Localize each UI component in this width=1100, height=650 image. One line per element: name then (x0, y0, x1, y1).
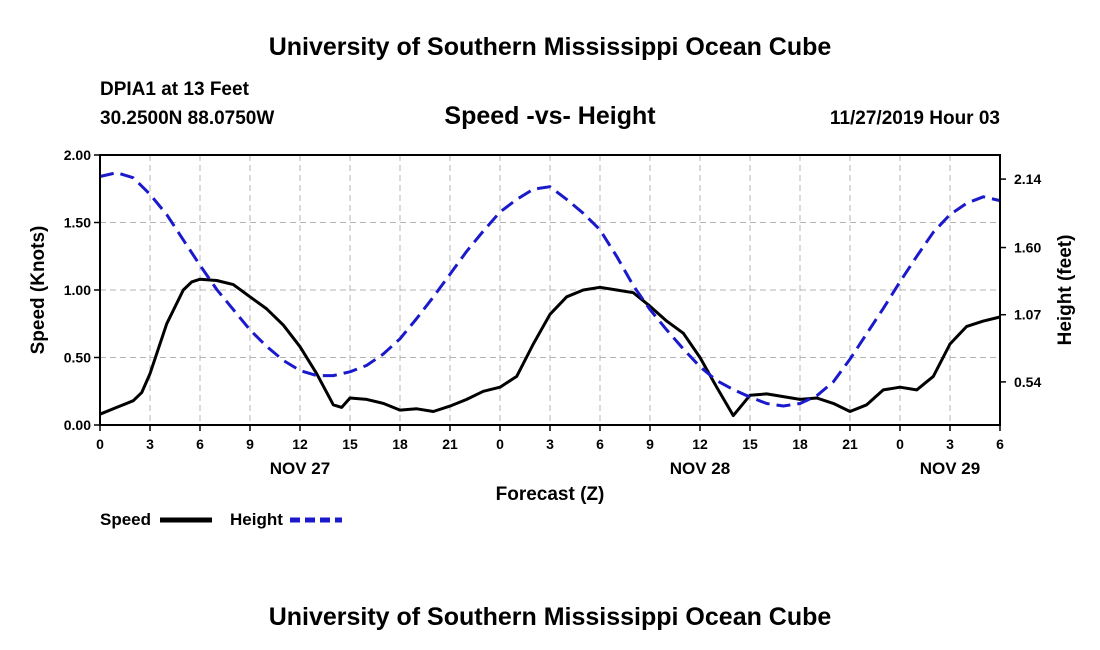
x-tick-label: 15 (742, 436, 758, 452)
series-line-height (99, 171, 1001, 408)
y-tick-label: 1.00 (64, 282, 91, 298)
x-tick-label: 18 (392, 436, 408, 452)
coordinates-label: 30.2500N 88.0750W (100, 108, 274, 129)
y-axis-label: Speed (Knots) (28, 226, 49, 355)
x-tick-label: 9 (646, 436, 654, 452)
x-tick-label: 3 (546, 436, 554, 452)
x-tick-label: 0 (496, 436, 504, 452)
plot-area: 0 3 6 9 12 15 18 21 0 3 6 9 12 15 18 21 0 3 6 0.00 0.50 1.00 1… (64, 147, 1042, 478)
legend: Speed Height (100, 510, 342, 529)
x-tick-label: 21 (442, 436, 458, 452)
x-tick-label: 3 (946, 436, 954, 452)
x-tick-label: 12 (292, 436, 308, 452)
x-tick-label: 21 (842, 436, 858, 452)
org-title: University of Southern Mississippi Ocean… (269, 33, 832, 61)
x-tick-label: 6 (996, 436, 1004, 452)
date-label: NOV 27 (270, 459, 330, 478)
x-tick-label: 12 (692, 436, 708, 452)
y2-axis-label: Height (feet) (1055, 235, 1076, 346)
x-tick-label: 0 (896, 436, 904, 452)
x-tick-label: 15 (342, 436, 358, 452)
y2-tick-label: 2.14 (1014, 171, 1041, 187)
y2-tick-label: 1.07 (1014, 307, 1041, 323)
x-axis-label: Forecast (Z) (496, 484, 605, 505)
x-tick-label: 6 (596, 436, 604, 452)
axes: 0 3 6 9 12 15 18 21 0 3 6 9 12 15 18 21 0 3 6 0.00 0.50 1.00 1… (64, 147, 1042, 478)
date-label: NOV 28 (670, 459, 730, 478)
gridlines (100, 155, 1000, 425)
x-tick-label: 6 (196, 436, 204, 452)
station-label: DPIA1 at 13 Feet (100, 79, 250, 100)
series-lines (99, 171, 1001, 418)
chart-title: Speed -vs- Height (444, 102, 656, 130)
x-tick-label: 9 (246, 436, 254, 452)
y-tick-label: 0.50 (64, 350, 91, 366)
x-tick-label: 18 (792, 436, 808, 452)
x-tick-label: 3 (146, 436, 154, 452)
date-hour-label: 11/27/2019 Hour 03 (830, 108, 1000, 129)
y-tick-label: 0.00 (64, 417, 91, 433)
legend-label-speed: Speed (100, 510, 151, 529)
legend-label-height: Height (230, 510, 283, 529)
footer-org-title: University of Southern Mississippi Ocean… (269, 603, 832, 631)
y2-tick-label: 1.60 (1014, 240, 1041, 256)
y2-tick-label: 0.54 (1014, 374, 1041, 390)
date-label: NOV 29 (920, 459, 980, 478)
y-tick-label: 2.00 (64, 147, 91, 163)
x-tick-label: 0 (96, 436, 104, 452)
series-line-speed (99, 277, 1001, 418)
y-tick-label: 1.50 (64, 215, 91, 231)
